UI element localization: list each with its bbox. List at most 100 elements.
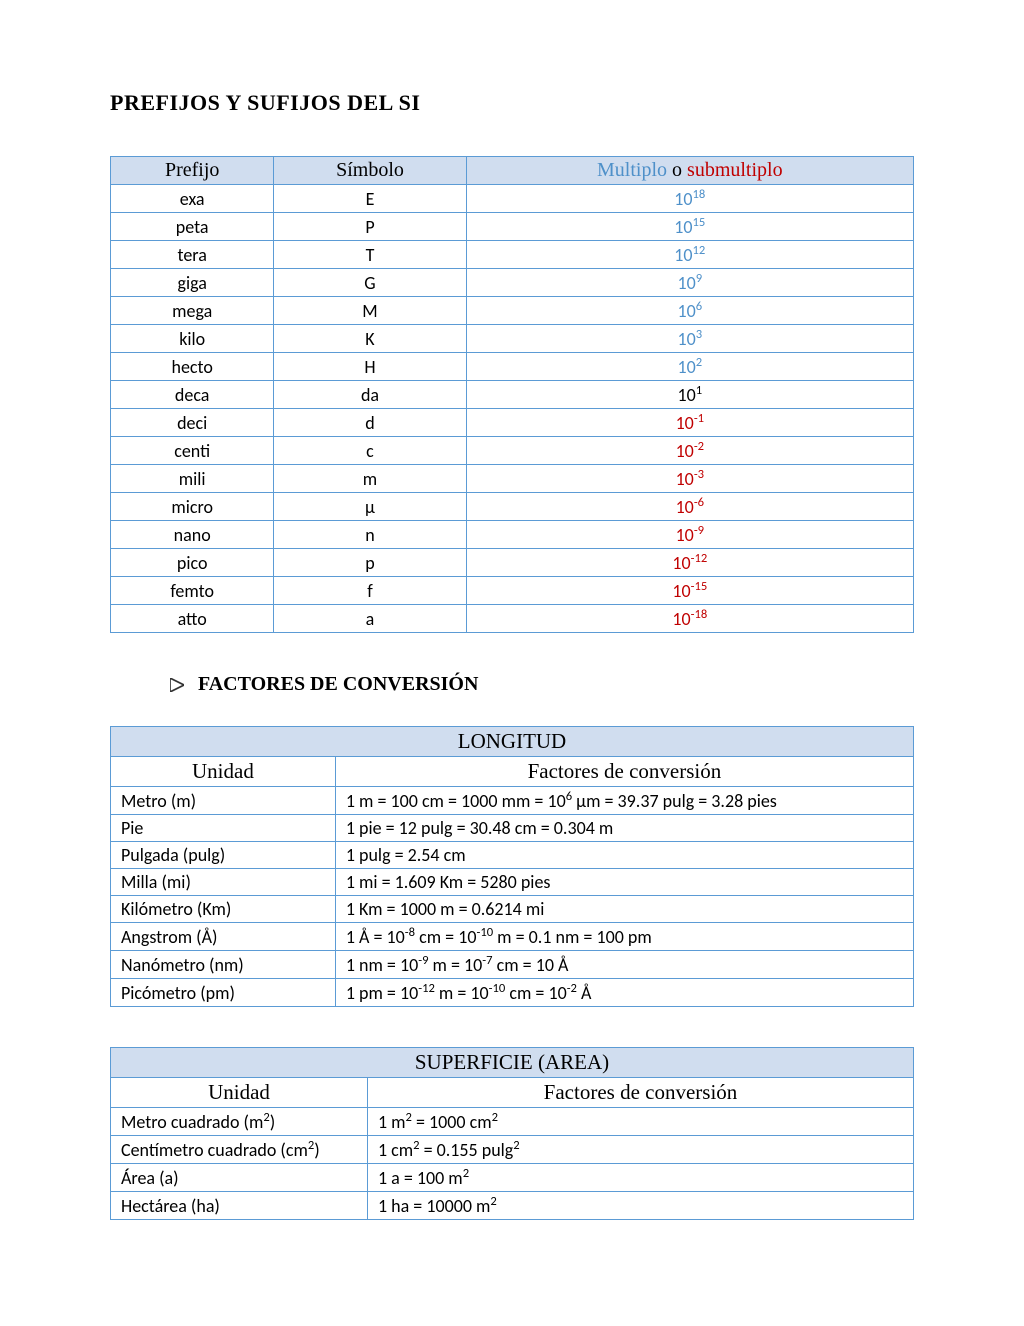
symbol-cell: d	[274, 409, 466, 437]
multiple-cell: 10-3	[466, 465, 913, 493]
unit-cell: Milla (mi)	[111, 869, 336, 896]
unit-cell: Área (a)	[111, 1164, 368, 1192]
table-row: microμ10-6	[111, 493, 914, 521]
unit-cell: Angstrom (Å)	[111, 923, 336, 951]
factors-cell: 1 Å = 10-8 cm = 10-10 m = 0.1 nm = 100 p…	[335, 923, 913, 951]
multiple-cell: 1012	[466, 241, 913, 269]
factors-cell: 1 pulg = 2.54 cm	[335, 842, 913, 869]
prefix-cell: deci	[111, 409, 274, 437]
symbol-cell: f	[274, 577, 466, 605]
table-row: Kilómetro (Km)1 Km = 1000 m = 0.6214 mi	[111, 896, 914, 923]
factors-cell: 1 pm = 10-12 m = 10-10 cm = 10-2 Å	[335, 979, 913, 1007]
table-row: Centímetro cuadrado (cm2)1 cm2 = 0.155 p…	[111, 1136, 914, 1164]
text-submultiplo: submultiplo	[687, 159, 783, 181]
page-title: PREFIJOS Y SUFIJOS DEL SI	[110, 90, 914, 116]
symbol-cell: G	[274, 269, 466, 297]
unit-cell: Pie	[111, 815, 336, 842]
superficie-title: SUPERFICIE (AREA)	[111, 1048, 914, 1078]
multiple-cell: 102	[466, 353, 913, 381]
section-heading-conversion: FACTORES DE CONVERSIÓN	[170, 673, 914, 696]
table-row: Picómetro (pm)1 pm = 10-12 m = 10-10 cm …	[111, 979, 914, 1007]
table-row: Metro (m)1 m = 100 cm = 1000 mm = 106 μm…	[111, 787, 914, 815]
factors-cell: 1 pie = 12 pulg = 30.48 cm = 0.304 m	[335, 815, 913, 842]
table-row: gigaG109	[111, 269, 914, 297]
unit-cell: Pulgada (pulg)	[111, 842, 336, 869]
multiple-cell: 106	[466, 297, 913, 325]
multiple-cell: 10-12	[466, 549, 913, 577]
unit-cell: Kilómetro (Km)	[111, 896, 336, 923]
longitud-table: LONGITUD Unidad Factores de conversión M…	[110, 726, 914, 1007]
section-heading-text: FACTORES DE CONVERSIÓN	[198, 673, 478, 696]
prefix-cell: giga	[111, 269, 274, 297]
longitud-header-factors: Factores de conversión	[335, 757, 913, 787]
col-header-prefix: Prefijo	[111, 157, 274, 185]
multiple-cell: 10-1	[466, 409, 913, 437]
superficie-table: SUPERFICIE (AREA) Unidad Factores de con…	[110, 1047, 914, 1220]
symbol-cell: m	[274, 465, 466, 493]
symbol-cell: p	[274, 549, 466, 577]
multiple-cell: 1018	[466, 185, 913, 213]
col-header-symbol: Símbolo	[274, 157, 466, 185]
factors-cell: 1 Km = 1000 m = 0.6214 mi	[335, 896, 913, 923]
factors-cell: 1 m2 = 1000 cm2	[367, 1108, 913, 1136]
table-row: exaE1018	[111, 185, 914, 213]
symbol-cell: E	[274, 185, 466, 213]
table-row: petaP1015	[111, 213, 914, 241]
factors-cell: 1 nm = 10-9 m = 10-7 cm = 10 Å	[335, 951, 913, 979]
table-row: hectoH102	[111, 353, 914, 381]
symbol-cell: a	[274, 605, 466, 633]
table-row: decid10-1	[111, 409, 914, 437]
factors-cell: 1 cm2 = 0.155 pulg2	[367, 1136, 913, 1164]
factors-cell: 1 mi = 1.609 Km = 5280 pies	[335, 869, 913, 896]
text-o: o	[667, 159, 687, 181]
prefix-cell: peta	[111, 213, 274, 241]
prefix-cell: mega	[111, 297, 274, 325]
table-row: teraT1012	[111, 241, 914, 269]
table-row: Angstrom (Å)1 Å = 10-8 cm = 10-10 m = 0.…	[111, 923, 914, 951]
symbol-cell: P	[274, 213, 466, 241]
unit-cell: Hectárea (ha)	[111, 1192, 368, 1220]
symbol-cell: μ	[274, 493, 466, 521]
symbol-cell: M	[274, 297, 466, 325]
multiple-cell: 10-18	[466, 605, 913, 633]
prefix-cell: pico	[111, 549, 274, 577]
prefix-cell: micro	[111, 493, 274, 521]
table-row: megaM106	[111, 297, 914, 325]
multiple-cell: 1015	[466, 213, 913, 241]
multiple-cell: 10-6	[466, 493, 913, 521]
prefix-cell: tera	[111, 241, 274, 269]
prefix-table: Prefijo Símbolo Multiplo o submultiplo e…	[110, 156, 914, 633]
table-row: Pie1 pie = 12 pulg = 30.48 cm = 0.304 m	[111, 815, 914, 842]
table-row: femtof10-15	[111, 577, 914, 605]
prefix-cell: deca	[111, 381, 274, 409]
table-row: kiloK103	[111, 325, 914, 353]
unit-cell: Metro (m)	[111, 787, 336, 815]
multiple-cell: 10-9	[466, 521, 913, 549]
prefix-cell: femto	[111, 577, 274, 605]
prefix-cell: nano	[111, 521, 274, 549]
table-row: attoa10-18	[111, 605, 914, 633]
factors-cell: 1 m = 100 cm = 1000 mm = 106 μm = 39.37 …	[335, 787, 913, 815]
multiple-cell: 103	[466, 325, 913, 353]
unit-cell: Metro cuadrado (m2)	[111, 1108, 368, 1136]
prefix-cell: centi	[111, 437, 274, 465]
table-row: Hectárea (ha)1 ha = 10000 m2	[111, 1192, 914, 1220]
table-row: decada101	[111, 381, 914, 409]
bullet-icon	[170, 678, 184, 692]
multiple-cell: 10-15	[466, 577, 913, 605]
unit-cell: Picómetro (pm)	[111, 979, 336, 1007]
longitud-title: LONGITUD	[111, 727, 914, 757]
superficie-header-factors: Factores de conversión	[367, 1078, 913, 1108]
symbol-cell: da	[274, 381, 466, 409]
prefix-cell: mili	[111, 465, 274, 493]
prefix-cell: atto	[111, 605, 274, 633]
unit-cell: Nanómetro (nm)	[111, 951, 336, 979]
table-row: Área (a)1 a = 100 m2	[111, 1164, 914, 1192]
longitud-header-unit: Unidad	[111, 757, 336, 787]
symbol-cell: c	[274, 437, 466, 465]
factors-cell: 1 ha = 10000 m2	[367, 1192, 913, 1220]
multiple-cell: 109	[466, 269, 913, 297]
table-row: Milla (mi)1 mi = 1.609 Km = 5280 pies	[111, 869, 914, 896]
prefix-cell: exa	[111, 185, 274, 213]
table-row: Pulgada (pulg)1 pulg = 2.54 cm	[111, 842, 914, 869]
